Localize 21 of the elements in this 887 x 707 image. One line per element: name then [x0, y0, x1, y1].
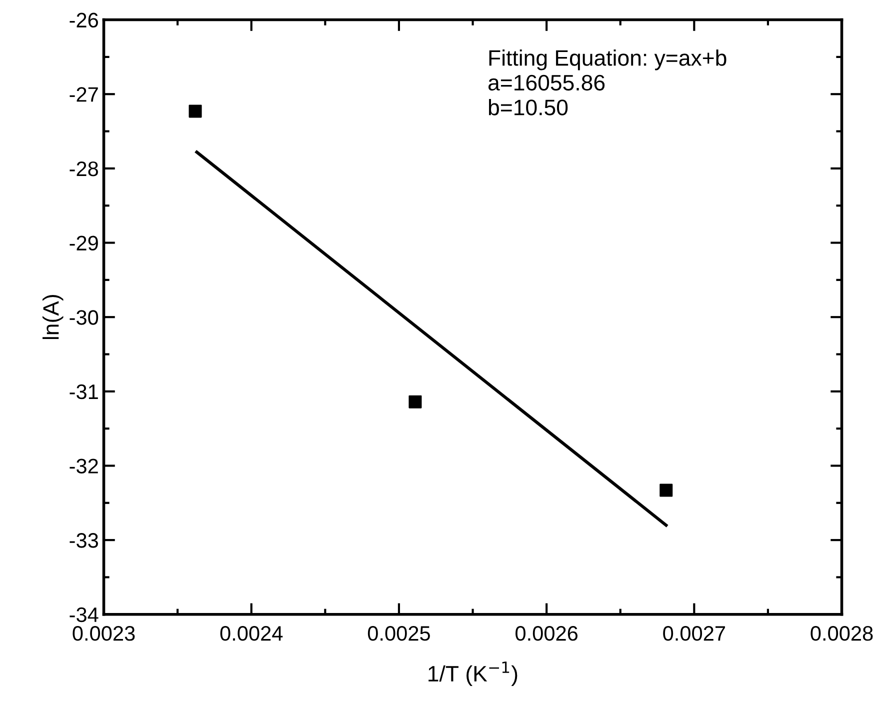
x-tick-label: 0.0025	[368, 626, 430, 641]
x-tick-label: 0.0027	[663, 626, 725, 641]
y-tick-label: -31	[70, 384, 98, 400]
annotation: Fitting Equation: y=ax+b a=16055.86 b=10.50	[488, 50, 726, 116]
point	[188, 104, 202, 118]
y-axis-title: ln(A)	[42, 295, 64, 340]
y-tick-label: -33	[70, 533, 98, 548]
x-tick-label: 0.0023	[72, 626, 135, 641]
y-tick-label: -32	[70, 458, 98, 474]
y-tick-label: -29	[70, 236, 98, 251]
point	[660, 484, 673, 497]
x-tick-label: 0.0028	[810, 626, 873, 641]
y-tick-label: -27	[70, 87, 98, 102]
x-tick-label: 0.0026	[516, 626, 578, 641]
x-tick-label: 0.0024	[220, 626, 283, 641]
y-tick-label: -26	[70, 12, 98, 28]
y-tick-label: -34	[70, 607, 98, 622]
y-tick-label: -28	[70, 161, 98, 176]
y-tick-label: -30	[70, 310, 98, 325]
point	[408, 395, 422, 408]
x-axis-title: 1/T (K$^{−1}$)	[428, 662, 518, 686]
